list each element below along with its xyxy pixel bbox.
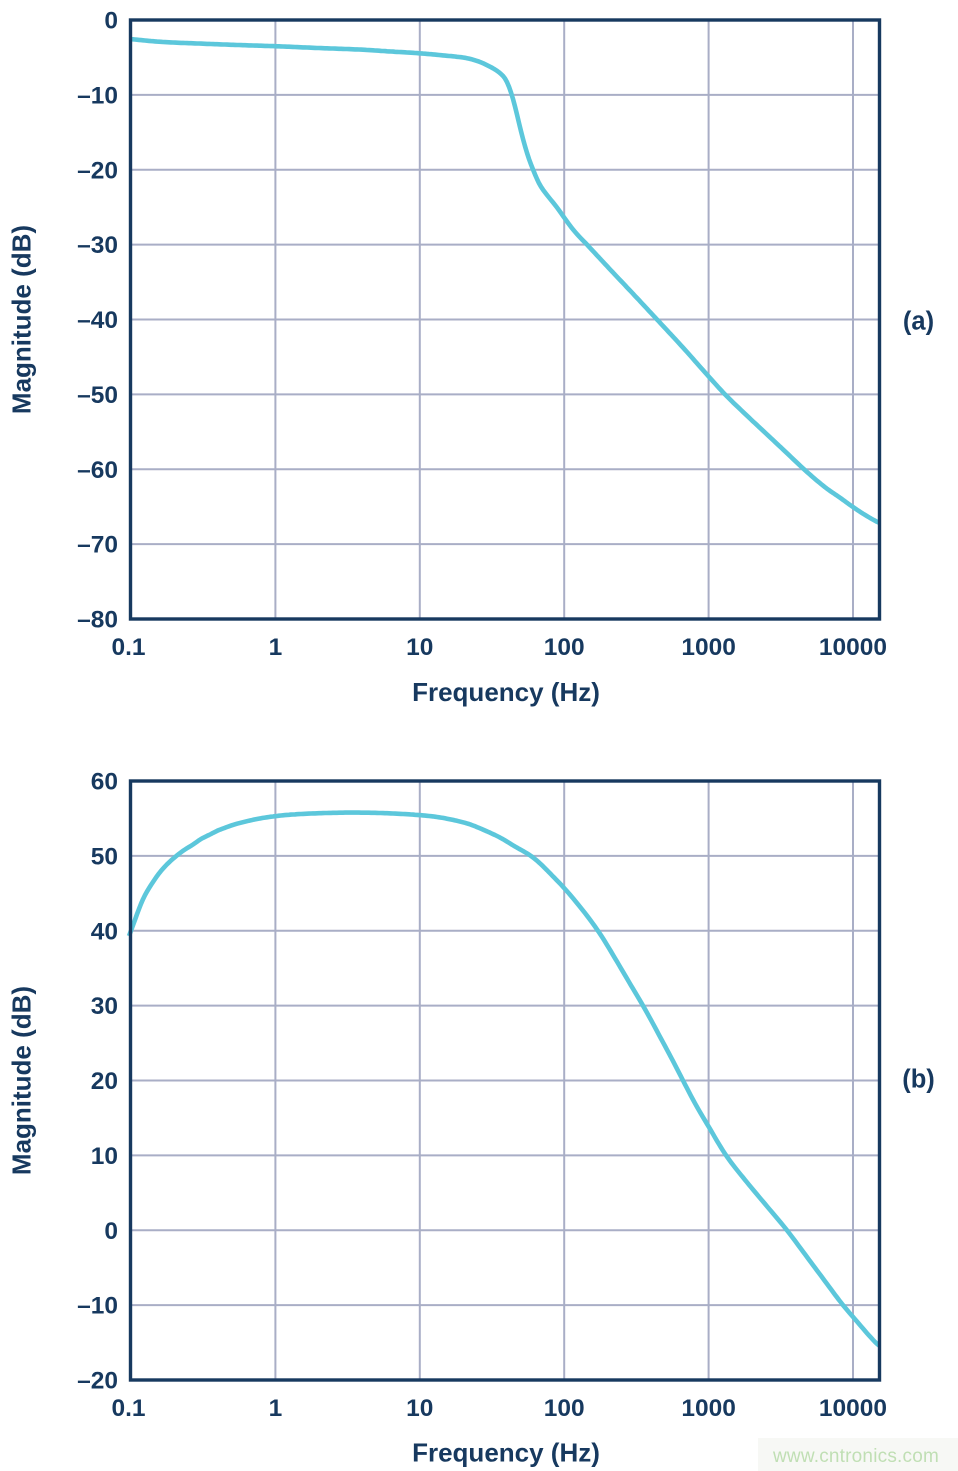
svg-text:–40: –40 (77, 307, 118, 334)
svg-text:60: 60 (91, 769, 118, 796)
svg-text:0: 0 (104, 1218, 118, 1245)
svg-text:100: 100 (544, 634, 585, 661)
svg-text:10: 10 (406, 634, 433, 661)
svg-text:(b): (b) (902, 1066, 935, 1094)
svg-text:(a): (a) (903, 308, 934, 336)
svg-text:0.1: 0.1 (111, 1395, 145, 1422)
svg-text:10: 10 (406, 1395, 433, 1422)
svg-text:30: 30 (91, 993, 118, 1020)
svg-text:100: 100 (544, 1395, 585, 1422)
svg-text:–80: –80 (77, 607, 118, 634)
svg-text:50: 50 (91, 844, 118, 871)
svg-text:1: 1 (269, 634, 283, 661)
svg-text:–20: –20 (77, 1368, 118, 1395)
svg-text:40: 40 (91, 918, 118, 945)
svg-text:1: 1 (269, 1395, 283, 1422)
svg-text:Magnitude (dB): Magnitude (dB) (7, 986, 37, 1175)
svg-text:–20: –20 (77, 157, 118, 184)
svg-text:10: 10 (91, 1143, 118, 1170)
svg-text:–50: –50 (77, 382, 118, 409)
svg-text:0.1: 0.1 (111, 634, 145, 661)
svg-text:–10: –10 (77, 1293, 118, 1320)
svg-text:0: 0 (104, 8, 118, 35)
svg-text:10000: 10000 (819, 1395, 887, 1422)
svg-text:20: 20 (91, 1068, 118, 1095)
svg-text:1000: 1000 (681, 1395, 736, 1422)
svg-text:Magnitude (dB): Magnitude (dB) (7, 225, 37, 414)
svg-text:–10: –10 (77, 83, 118, 110)
svg-text:1000: 1000 (681, 634, 736, 661)
svg-text:–30: –30 (77, 232, 118, 259)
svg-text:www.cntronics.com: www.cntronics.com (772, 1446, 939, 1467)
svg-text:–70: –70 (77, 532, 118, 559)
svg-text:Frequency (Hz): Frequency (Hz) (412, 677, 600, 707)
svg-text:–60: –60 (77, 457, 118, 484)
svg-text:Frequency (Hz): Frequency (Hz) (412, 1438, 600, 1468)
svg-text:10000: 10000 (819, 634, 887, 661)
